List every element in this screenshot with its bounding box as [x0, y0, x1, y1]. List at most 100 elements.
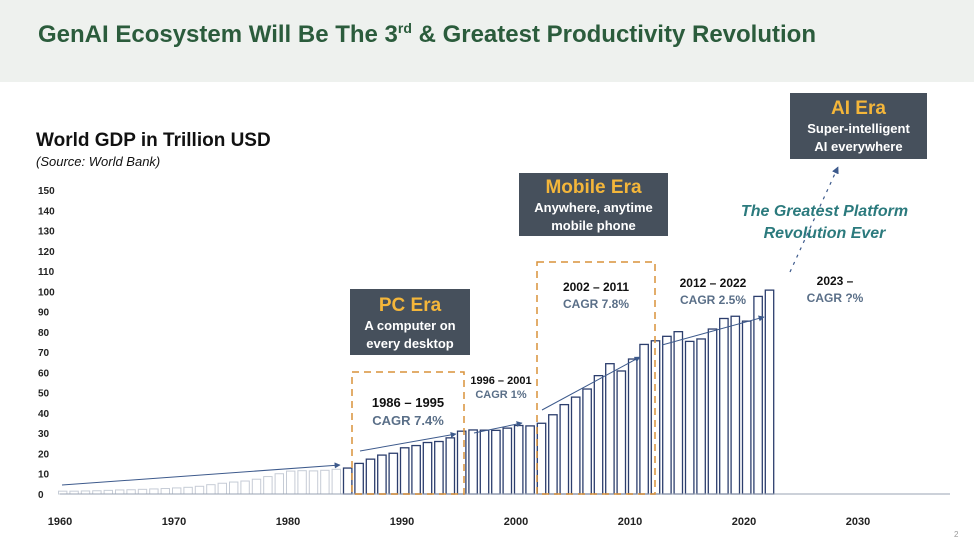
ai-era-name: AI Era — [831, 98, 886, 119]
bar-2013 — [662, 335, 672, 495]
mobile-period-box — [536, 261, 656, 495]
bar-2000 — [513, 424, 524, 495]
bar-1982 — [308, 470, 319, 495]
y-tick-label: 100 — [38, 287, 55, 298]
y-tick-label: 130 — [38, 227, 55, 238]
y-tick-label: 80 — [38, 328, 50, 339]
bar-2002 — [536, 422, 547, 495]
bar-2022 — [764, 289, 775, 495]
chart-title: World GDP in Trillion USD — [36, 130, 271, 151]
page-title: GenAI Ecosystem Will Be The 3rd & Greate… — [38, 20, 816, 49]
trend-arrow-ai — [789, 166, 839, 273]
pc-era-desc-1: A computer on — [364, 318, 456, 333]
bar-1979 — [274, 473, 285, 495]
bar-1994 — [445, 437, 456, 495]
mobile-era-box: Mobile Era Anywhere, anytime mobile phon… — [519, 173, 668, 236]
bar-2017 — [707, 328, 718, 495]
y-tick-label: 0 — [38, 490, 44, 501]
period-cagr: CAGR 1% — [475, 389, 527, 401]
bar-1971 — [183, 486, 193, 495]
period-1986-1995: 1986 – 1995 CAGR 7.4% — [352, 395, 464, 428]
bar-2019 — [730, 315, 741, 495]
period-1996-2001: 1996 – 2001 CAGR 1% — [462, 375, 540, 401]
bar-1968 — [149, 488, 159, 495]
y-tick-label: 90 — [38, 308, 50, 319]
bar-1969 — [160, 488, 171, 495]
ai-era-desc-2: AI everywhere — [814, 139, 903, 154]
y-tick-label: 10 — [38, 470, 50, 481]
x-tick-label: 1990 — [390, 516, 414, 528]
period-range: 2002 – 2011 — [562, 280, 630, 294]
bar-2003 — [548, 414, 558, 495]
bar-1993 — [434, 440, 444, 495]
period-cagr: CAGR 2.5% — [679, 293, 747, 307]
trend-arrow-2012 — [661, 315, 765, 346]
ai-era-desc-1: Super-intelligent — [807, 121, 910, 136]
x-tick-label: 2030 — [846, 516, 870, 528]
mobile-era-desc-2: mobile phone — [551, 218, 636, 233]
mobile-era-name: Mobile Era — [545, 177, 642, 198]
bar-1989 — [388, 452, 399, 495]
bar-2006 — [582, 388, 592, 495]
bar-2018 — [719, 317, 729, 495]
bar-1966 — [126, 489, 136, 495]
y-tick-label: 50 — [38, 389, 50, 400]
bar-2021 — [753, 295, 763, 495]
bar-2005 — [570, 396, 581, 495]
x-tick-label: 2010 — [618, 516, 642, 528]
annotation-line-1: The Greatest Platform — [740, 203, 909, 220]
y-tick-label: 150 — [38, 186, 55, 197]
bar-1976 — [240, 480, 250, 495]
x-tick-label: 1980 — [276, 516, 300, 528]
period-range: 1996 – 2001 — [470, 375, 532, 387]
period-range: 2023 – — [816, 274, 854, 288]
bar-1992 — [422, 441, 433, 495]
x-tick-label: 2000 — [504, 516, 528, 528]
y-tick-label: 60 — [38, 368, 50, 379]
chart-subtitle: (Source: World Bank) — [36, 154, 161, 169]
title-main: GenAI Ecosystem Will Be The 3 — [38, 21, 398, 48]
bar-1977 — [251, 478, 262, 495]
pc-era-name: PC Era — [378, 295, 442, 316]
bar-1991 — [411, 444, 421, 495]
bar-1990 — [399, 447, 410, 495]
bar-2016 — [696, 338, 706, 495]
trend-arrow-mobile — [541, 356, 641, 411]
period-cagr: CAGR 7.8% — [562, 297, 630, 311]
mobile-era-desc-1: Anywhere, anytime — [534, 200, 653, 215]
ai-era-box: AI Era Super-intelligent AI everywhere — [790, 93, 927, 159]
title-superscript: rd — [397, 20, 412, 36]
bar-1996 — [468, 429, 478, 495]
pc-era-desc-2: every desktop — [366, 336, 454, 351]
pc-era-box: PC Era A computer on every desktop — [350, 289, 470, 355]
bar-2009 — [616, 370, 627, 495]
pc-period-box — [351, 371, 465, 495]
bar-1986 — [354, 462, 364, 495]
bar-1997 — [479, 429, 490, 495]
bar-2020 — [741, 320, 752, 495]
bar-1965 — [115, 489, 125, 495]
bar-2010 — [627, 358, 638, 495]
header-band — [0, 0, 974, 82]
bar-1984 — [331, 468, 342, 495]
bar-1983 — [320, 469, 330, 495]
bar-1998 — [491, 429, 501, 495]
bar-1980 — [286, 470, 296, 495]
period-cagr: CAGR ?% — [806, 291, 864, 305]
bar-2008 — [605, 363, 615, 495]
bar-2007 — [593, 374, 604, 495]
x-tick-label: 1970 — [162, 516, 186, 528]
y-tick-label: 110 — [38, 267, 55, 278]
y-tick-label: 120 — [38, 247, 55, 258]
bar-2001 — [525, 425, 535, 495]
trend-arrow-1960s — [61, 462, 341, 486]
period-2002-2011: 2002 – 2011 CAGR 7.8% — [537, 280, 655, 311]
period-range: 1986 – 1995 — [371, 395, 445, 410]
period-cagr: CAGR 7.4% — [372, 413, 444, 428]
y-tick-label: 70 — [38, 348, 50, 359]
x-tick-label: 1960 — [48, 516, 72, 528]
y-tick-label: 20 — [38, 449, 50, 460]
annotation-line-2: Revolution Ever — [763, 225, 886, 242]
y-tick-label: 30 — [38, 429, 50, 440]
period-2012-2022: 2012 – 2022 CAGR 2.5% — [660, 276, 766, 307]
